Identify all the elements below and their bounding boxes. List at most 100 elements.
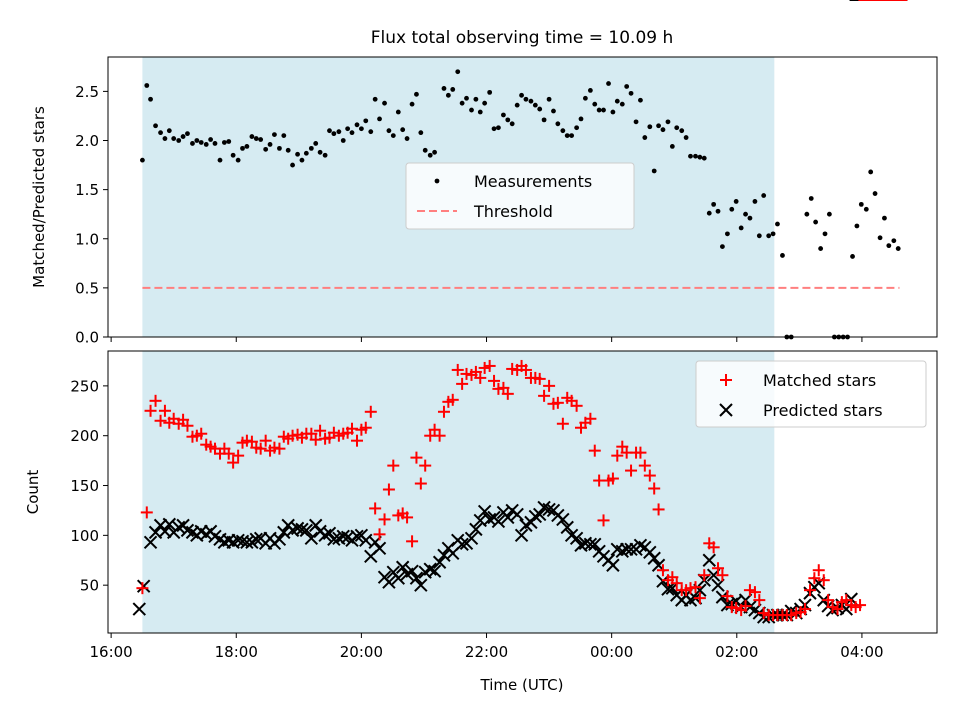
matched-star-point <box>689 581 702 594</box>
measurement-point <box>190 141 195 146</box>
matched-star-point <box>543 379 556 392</box>
matched-star-point <box>154 414 167 427</box>
predicted-star-point <box>391 571 406 585</box>
measurement-point <box>808 196 814 201</box>
measurement-point <box>386 128 392 134</box>
x-tick-label: 02:00 <box>715 643 758 661</box>
predicted-star-point <box>477 504 492 519</box>
measurement-point <box>519 92 524 98</box>
x-tick-label: 04:00 <box>840 643 883 661</box>
measurement-point <box>322 152 328 158</box>
predicted-star-point <box>304 531 319 546</box>
measurement-point <box>582 95 588 101</box>
measurement-point <box>221 140 227 145</box>
matched-star-point <box>382 483 395 496</box>
legend-matched-label: Matched stars <box>763 371 876 390</box>
matched-star-point <box>419 459 432 472</box>
measurement-point <box>148 96 153 102</box>
measurement-point <box>464 95 469 101</box>
predicted-star-point <box>501 510 515 525</box>
measurement-point <box>541 117 547 123</box>
top-ytick-label: 0.0 <box>75 329 99 347</box>
measurement-point <box>400 127 406 133</box>
measurement-point <box>414 91 419 97</box>
matched-star-point <box>488 374 501 387</box>
predicted-star-point <box>350 529 364 544</box>
measurement-point <box>766 233 772 239</box>
measurement-point <box>551 108 556 114</box>
predicted-star-point <box>514 528 529 543</box>
bottom-ytick-label: 150 <box>70 477 99 495</box>
predicted-star-point <box>643 545 657 559</box>
measurement-point <box>596 107 602 113</box>
measurement-point <box>217 157 223 163</box>
measurement-point <box>569 133 575 138</box>
measurement-point <box>377 116 382 122</box>
predicted-star-point <box>409 571 424 585</box>
matched-star-point <box>254 442 267 455</box>
measurement-point <box>813 219 819 225</box>
measurement-point <box>212 141 218 146</box>
measurement-point <box>336 129 342 135</box>
matched-star-point <box>611 449 624 462</box>
measurement-point <box>487 89 493 95</box>
measurement-point <box>432 149 437 155</box>
matched-star-point <box>743 584 756 597</box>
legend-measurements-marker <box>434 178 440 184</box>
matched-star-point <box>158 404 171 417</box>
predicted-star-point <box>372 541 387 556</box>
matched-star-point <box>538 389 551 402</box>
measurement-point <box>523 96 529 102</box>
matched-star-point <box>803 584 816 597</box>
measurement-point <box>679 128 685 134</box>
measurement-point <box>674 125 680 131</box>
measurement-point <box>509 121 515 127</box>
predicted-star-point <box>661 582 675 596</box>
measurement-point <box>441 86 447 91</box>
predicted-star-point <box>702 553 716 567</box>
measurement-point <box>372 96 378 102</box>
measurement-point <box>546 96 552 102</box>
measurement-point <box>230 152 236 158</box>
measurement-point <box>327 128 332 134</box>
predicted-star-point <box>469 522 483 537</box>
measurement-point <box>240 145 245 151</box>
legend-predicted-label: Predicted stars <box>763 401 883 420</box>
matched-star-point <box>369 502 382 515</box>
measurement-point <box>313 141 319 146</box>
top-legend-box <box>405 162 635 230</box>
measurement-point <box>345 126 351 132</box>
measurement-point <box>752 199 758 204</box>
predicted-star-point <box>272 532 287 547</box>
measurement-point <box>354 122 360 128</box>
matched-star-point <box>739 600 752 613</box>
predicted-star-point <box>427 564 442 578</box>
measurement-point <box>445 92 451 98</box>
matched-star-point <box>670 577 683 590</box>
matched-star-point <box>753 594 766 607</box>
measurement-point <box>203 142 209 147</box>
measurement-point <box>368 129 374 135</box>
measurement-point <box>669 144 675 149</box>
measurement-point <box>642 135 648 140</box>
matched-star-point <box>785 609 798 622</box>
bottom-ytick-label: 50 <box>80 577 99 595</box>
measurement-point <box>427 152 433 158</box>
measurement-point <box>349 130 355 136</box>
matched-star-point <box>222 447 235 460</box>
measurement-point <box>804 211 810 217</box>
measurement-point <box>578 116 584 122</box>
measurement-point <box>253 136 259 141</box>
measurement-point <box>331 131 337 137</box>
measurement-point <box>610 109 616 115</box>
matched-star-point <box>798 603 811 616</box>
predicted-star-point <box>132 602 146 616</box>
measurement-point <box>756 233 762 239</box>
measurement-point <box>390 133 396 138</box>
matched-star-point <box>144 404 157 417</box>
measurement-point <box>701 155 707 161</box>
predicted-star-point <box>560 520 574 535</box>
measurement-point <box>770 231 776 237</box>
bottom-legend-box <box>695 360 927 428</box>
predicted-star-point <box>464 531 479 546</box>
